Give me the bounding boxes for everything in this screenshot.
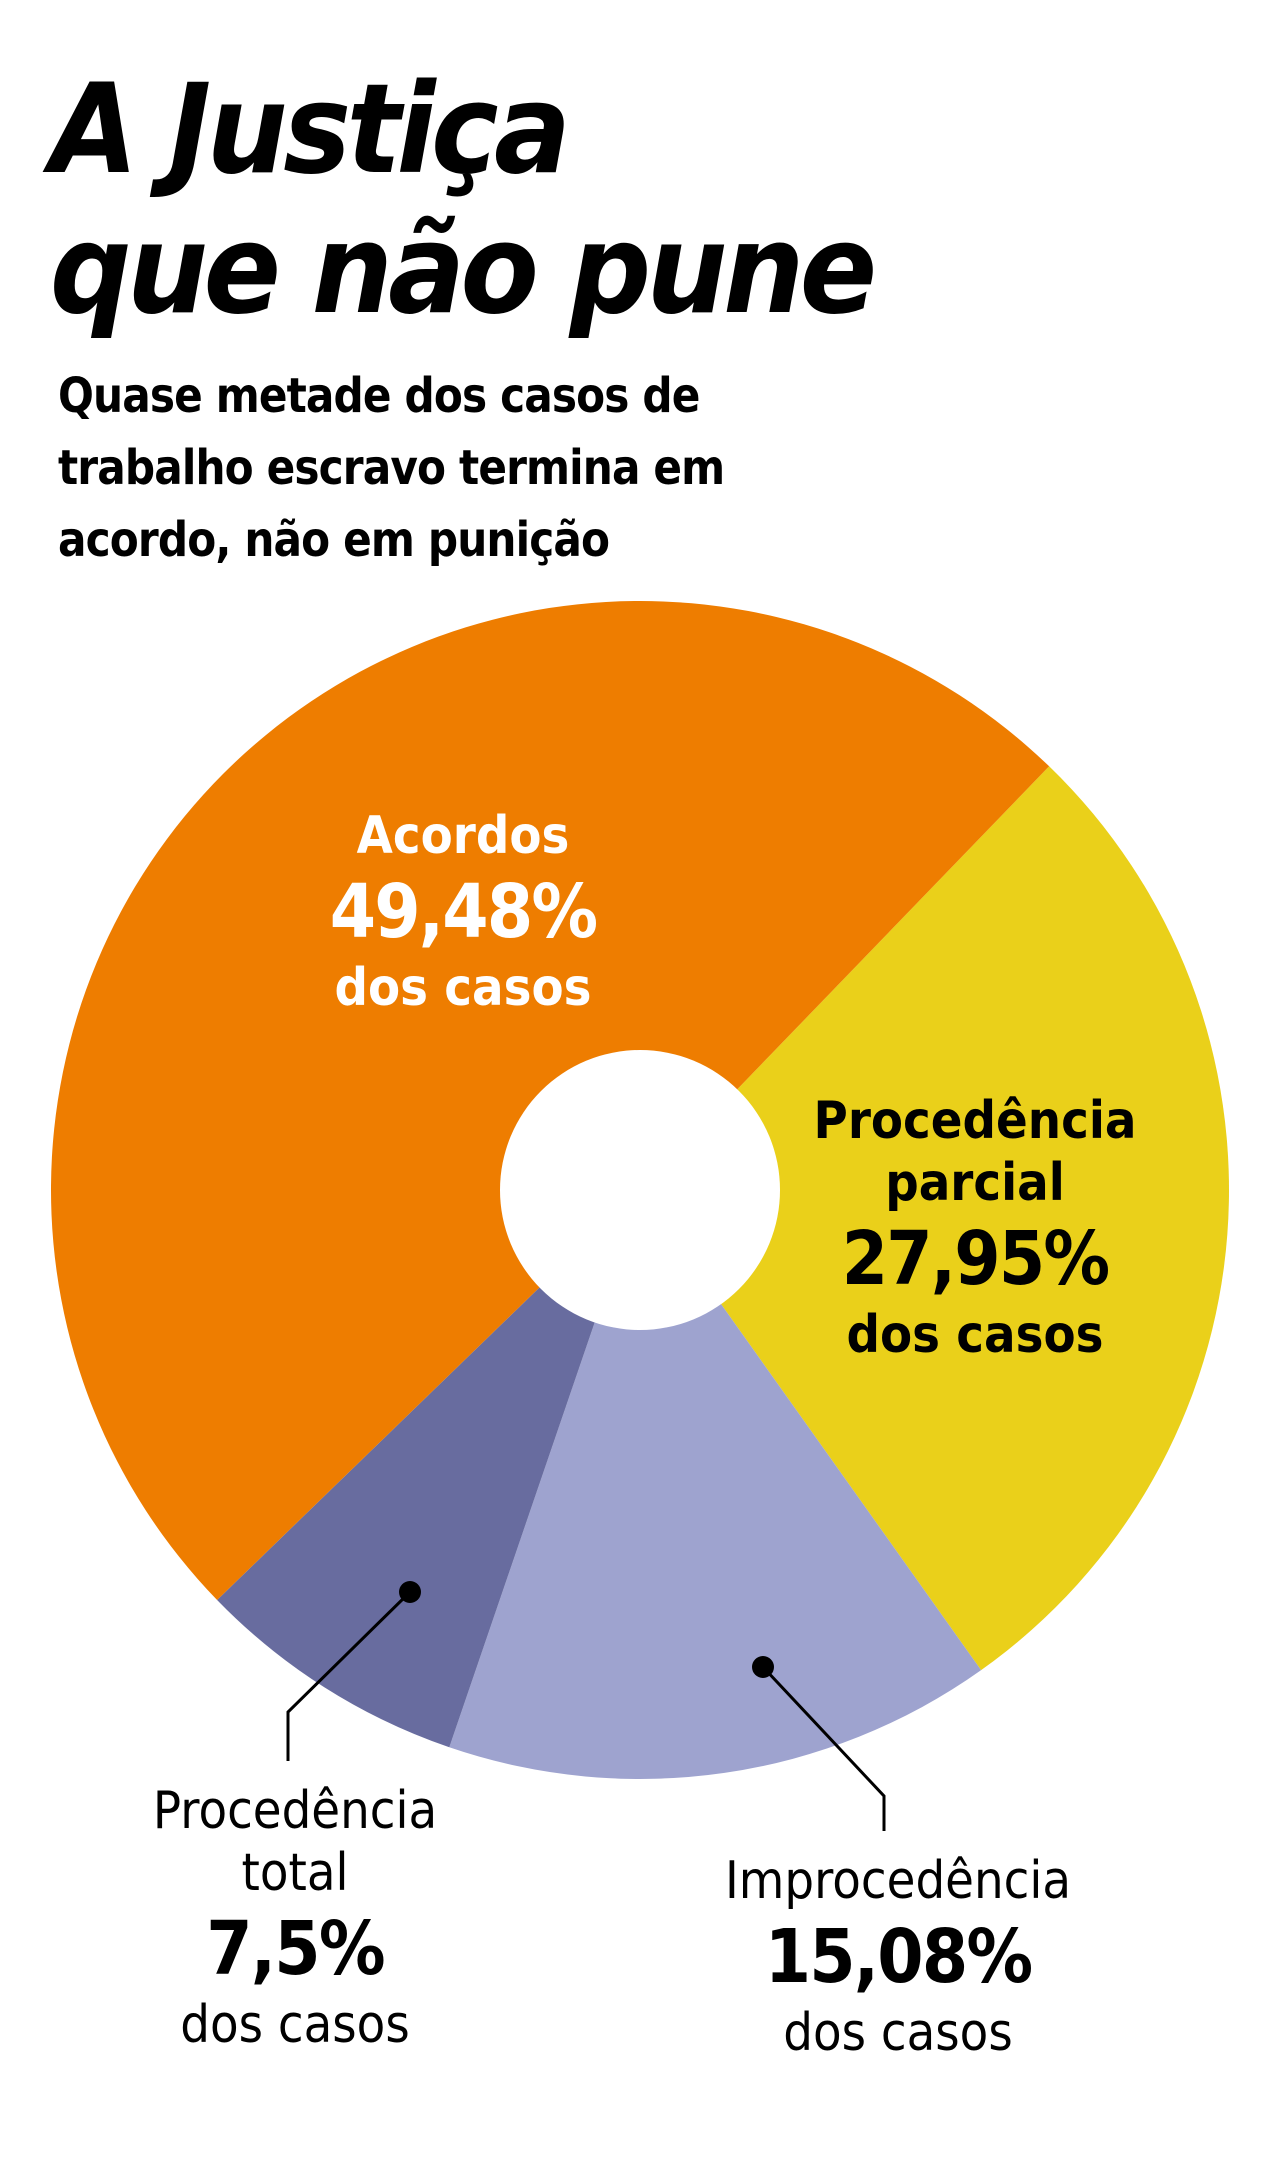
label-acordos: Acordos 49,48% dos casos [329,805,598,1019]
chart-subtitle: Quase metade dos casos de trabalho escra… [58,368,725,568]
slice-proced-ncia-parcial [640,766,1230,1671]
label-improcedencia-pct: 15,08% [764,1914,1033,2000]
label-parcial-name-1: Procedência [813,1091,1137,1151]
leader-line-total [286,1590,412,1761]
label-total-name-1: Procedência [152,1781,438,1841]
slice-improced-ncia [449,1190,982,1779]
label-improcedencia-sub: dos casos [783,2003,1013,2063]
label-total-pct: 7,5% [206,1906,385,1992]
label-acordos-sub: dos casos [334,958,592,1018]
label-improcedencia-name: Improcedência [724,1851,1072,1911]
label-total: Procedência total 7,5% dos casos [153,1780,437,2056]
label-parcial: Procedência parcial 27,95% dos casos [814,1090,1137,1366]
slice-proced-ncia-total [217,1190,641,1748]
title-line-2: que não pune [50,198,877,342]
leader-dot-total [399,1581,421,1603]
label-parcial-pct: 27,95% [841,1216,1110,1302]
label-acordos-name: Acordos [356,806,570,866]
label-improcedencia: Improcedência 15,08% dos casos [725,1850,1071,2064]
label-total-sub: dos casos [180,1995,410,2055]
label-acordos-pct: 49,48% [329,869,598,955]
label-parcial-sub: dos casos [846,1305,1104,1365]
label-parcial-name-2: parcial [885,1153,1065,1213]
label-total-name-2: total [241,1843,349,1903]
leader-line-improcedencia [761,1665,886,1831]
chart-title: A Justiça que não pune [50,58,877,342]
title-line-1: A Justiça [50,58,571,202]
leader-dot-improcedencia [752,1656,774,1678]
donut-hole [500,1050,780,1330]
